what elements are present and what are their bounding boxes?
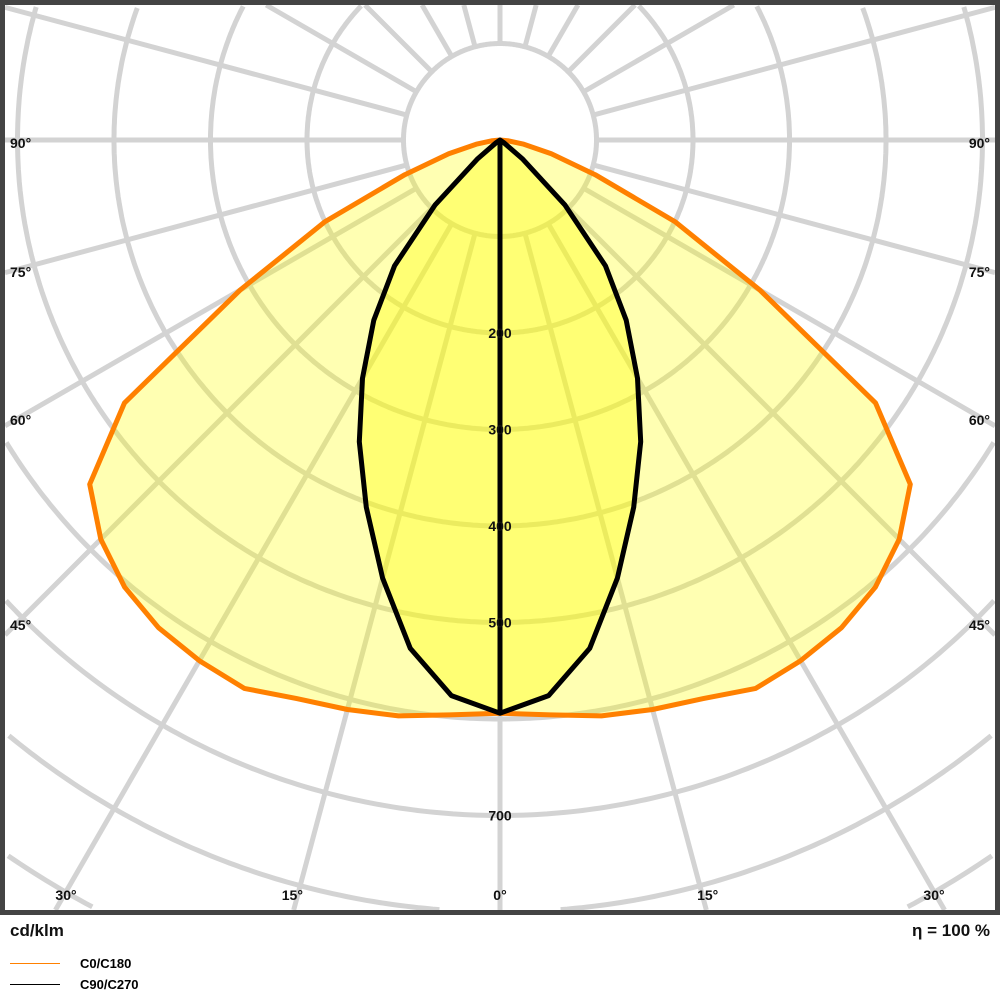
grid-spoke (582, 2, 736, 94)
grid-spoke (566, 3, 637, 74)
radial-tick-label: 700 (488, 808, 512, 824)
legend-label: C0/C180 (80, 956, 132, 971)
radial-tick-label: 500 (488, 615, 512, 631)
legend-item-c90: C90/C270 (10, 977, 139, 992)
grid-spoke (546, 3, 581, 58)
angle-label-right: 75° (969, 264, 990, 280)
angle-label-bottom: 15° (282, 887, 303, 903)
grid-spoke (363, 3, 434, 74)
grid-circle (304, 4, 696, 336)
grid-spoke (566, 206, 997, 637)
angle-label-left: 45° (10, 617, 31, 633)
series-line-1 (356, 137, 644, 716)
grid-spoke (4, 162, 408, 276)
grid-circle (15, 6, 985, 625)
legend-label: C90/C270 (80, 977, 139, 992)
angle-label-left: 60° (10, 412, 31, 428)
curves (87, 137, 913, 719)
angle-label-right: 45° (969, 617, 990, 633)
radial-tick-label: 400 (488, 518, 512, 534)
angle-label-right: 60° (969, 412, 990, 428)
angle-label-bottom: 30° (55, 887, 76, 903)
plot-frame (0, 0, 1000, 915)
angle-label-right: 90° (969, 135, 990, 151)
grid-spoke (3, 206, 434, 637)
unit-label: cd/klm (10, 921, 64, 940)
angle-label-bottom: 30° (923, 887, 944, 903)
grid-spoke (522, 4, 539, 48)
radial-tick-label: 200 (488, 325, 512, 341)
grid-spoke (264, 2, 418, 94)
grid-spoke (3, 186, 418, 428)
grid-circle (208, 5, 792, 432)
grid-spoke (546, 222, 947, 912)
radial-tick-label: 300 (488, 422, 512, 438)
grid-spoke (592, 4, 996, 118)
grid-spoke (461, 4, 478, 48)
grid-spoke (4, 4, 408, 118)
angle-label-left: 75° (10, 264, 31, 280)
legend-swatch-black (10, 984, 60, 985)
grid-spoke (582, 186, 997, 428)
grid-spoke (291, 232, 478, 911)
angle-label-left: 90° (10, 135, 31, 151)
angle-label-bottom: 15° (697, 887, 718, 903)
grid-spoke (419, 3, 454, 58)
efficiency-label: η = 100 % (912, 921, 990, 940)
angle-label-bottom: 0° (493, 887, 506, 903)
grid-spoke (522, 232, 709, 911)
axis-labels: 200 300 400 500 700 90° 90° 75° 75° 60° 60° 45° 45° 3… (10, 135, 990, 903)
grid-circle (6, 853, 994, 910)
legend-swatch-orange (10, 963, 60, 964)
legend-item-c0: C0/C180 (10, 956, 131, 971)
grid-circle (7, 733, 993, 913)
grid-spoke (53, 222, 454, 912)
grid-spoke (592, 162, 996, 276)
